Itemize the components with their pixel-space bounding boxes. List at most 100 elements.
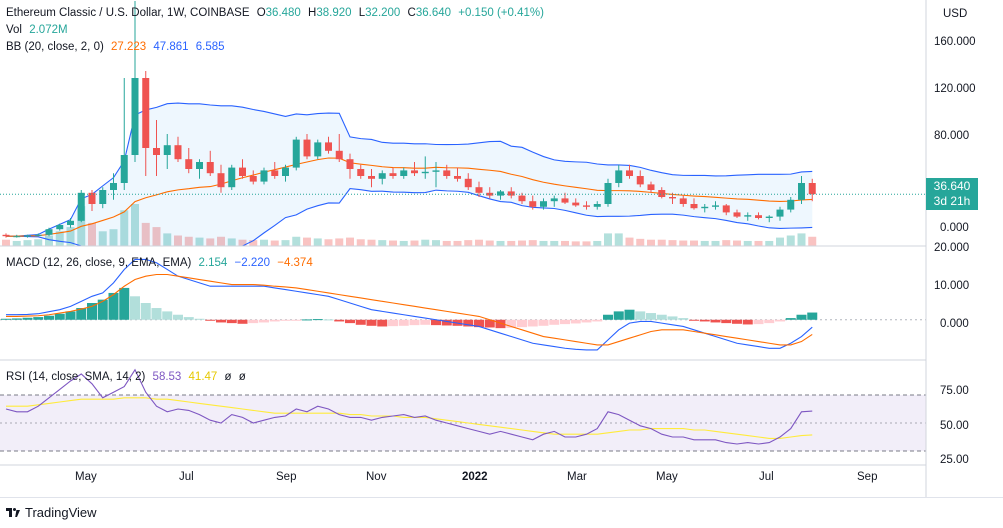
- macd-hist-bar: [108, 292, 119, 320]
- candle-body: [335, 150, 343, 160]
- symbol-legend[interactable]: Ethereum Classic / U.S. Dollar, 1W, COIN…: [6, 6, 548, 20]
- candle-body: [378, 173, 386, 179]
- tradingview-logo[interactable]: TradingView: [6, 505, 97, 520]
- volume-value: 2.072M: [29, 24, 68, 36]
- volume-bar: [743, 240, 752, 246]
- volume-bar: [260, 239, 268, 246]
- macd-hist-bar: [377, 319, 388, 327]
- candle-body: [13, 236, 21, 238]
- macd-hist-bar: [570, 319, 581, 324]
- rsi-extra-b: ø: [238, 371, 246, 383]
- volume-legend[interactable]: Vol 2.072M: [6, 23, 72, 37]
- macd-signal-value: −4.374: [277, 257, 313, 269]
- candle-body: [583, 205, 590, 207]
- candle-body: [99, 190, 107, 204]
- rsi-tick: 75.00: [940, 385, 969, 397]
- volume-bar: [453, 240, 462, 246]
- macd-hist-bar: [699, 319, 710, 322]
- candle-body: [712, 205, 719, 207]
- ohlc-low: L32.200: [358, 7, 401, 19]
- macd-hist-bar: [173, 314, 183, 320]
- macd-hist-bar: [581, 319, 592, 323]
- macd-hist-bar: [280, 319, 291, 321]
- volume-bar: [410, 240, 419, 246]
- volume-bar: [582, 241, 591, 246]
- macd-hist-bar: [237, 319, 248, 324]
- macd-hist-bar: [22, 317, 33, 320]
- candle-body: [56, 225, 64, 230]
- volume-bar: [679, 240, 688, 246]
- rsi-legend[interactable]: RSI (14, close, SMA, 14, 2) 58.53 41.47 …: [6, 370, 250, 384]
- candle-body: [400, 170, 408, 176]
- macd-hist-bar: [463, 319, 474, 327]
- candle-body: [411, 170, 418, 174]
- volume-bar: [421, 239, 430, 246]
- rsi-line: [5, 368, 813, 445]
- macd-legend[interactable]: MACD (12, 26, close, 9, EMA, EMA) 2.154 …: [6, 256, 317, 270]
- macd-hist-bar: [398, 319, 409, 326]
- time-tick: Nov: [366, 471, 387, 483]
- candle-body: [303, 139, 311, 157]
- macd-tick: 10.000: [934, 280, 970, 292]
- rsi-tick: 25.00: [940, 454, 969, 466]
- macd-hist-bar: [355, 319, 366, 325]
- volume-bar: [217, 236, 225, 246]
- candle-body: [658, 190, 666, 197]
- ohlc-open: O36.480: [256, 7, 301, 19]
- bb-legend[interactable]: BB (20, close, 2, 0) 27.223 47.861 6.585: [6, 40, 229, 54]
- macd-hist-bar: [538, 319, 549, 326]
- candle-body: [507, 191, 515, 196]
- rsi-extra-a: ø: [224, 371, 232, 383]
- macd-hist-bar: [484, 319, 495, 328]
- macd-hist-bar: [11, 318, 22, 320]
- volume-bar: [432, 240, 440, 246]
- volume-bar: [571, 241, 580, 246]
- footer-bar: TradingView: [0, 497, 1003, 528]
- macd-hist-bar: [753, 319, 764, 325]
- volume-bar: [163, 233, 172, 246]
- candle-body: [798, 183, 805, 200]
- candle-body: [131, 78, 139, 155]
- macd-hist-bar: [441, 319, 452, 326]
- time-tick: May: [656, 471, 678, 483]
- candle-body: [196, 162, 203, 169]
- candle-body: [550, 198, 558, 202]
- volume-bar: [399, 240, 408, 246]
- macd-hist-bar: [366, 319, 377, 326]
- candle-body: [88, 192, 96, 204]
- macd-hist-bar: [624, 309, 635, 320]
- macd-pane[interactable]: [0, 258, 926, 351]
- macd-hist-value: 2.154: [198, 257, 228, 269]
- volume-bar: [561, 240, 569, 246]
- rsi-pane[interactable]: [0, 368, 926, 452]
- volume-label: Vol: [6, 24, 22, 36]
- volume-bar: [174, 235, 182, 246]
- time-tick-year: 2022: [462, 471, 488, 483]
- volume-bar: [249, 240, 258, 246]
- candle-body: [34, 234, 42, 236]
- candle-body: [604, 183, 612, 204]
- candle-body: [249, 176, 257, 182]
- time-tick: Jul: [759, 471, 774, 483]
- candle-body: [24, 235, 31, 237]
- volume-bar: [2, 239, 10, 246]
- volume-bar: [206, 238, 215, 246]
- volume-bar: [711, 240, 720, 246]
- candle-body: [368, 176, 375, 179]
- candle-body: [475, 187, 483, 193]
- volume-bar: [109, 229, 118, 246]
- candle-body: [357, 169, 365, 176]
- candle-body: [314, 142, 322, 157]
- candle-body: [206, 162, 214, 174]
- volume-bar: [528, 240, 537, 246]
- macd-hist-bar: [388, 319, 398, 327]
- macd-hist-bar: [646, 313, 656, 320]
- candle-body: [110, 183, 117, 190]
- volume-bar: [765, 240, 774, 246]
- rsi-tick: 50.00: [940, 420, 969, 432]
- price-pane[interactable]: [0, 1, 926, 247]
- rsi-value: 58.53: [152, 371, 182, 383]
- bb-label: BB (20, close, 2, 0): [6, 41, 104, 53]
- volume-bar: [120, 210, 129, 246]
